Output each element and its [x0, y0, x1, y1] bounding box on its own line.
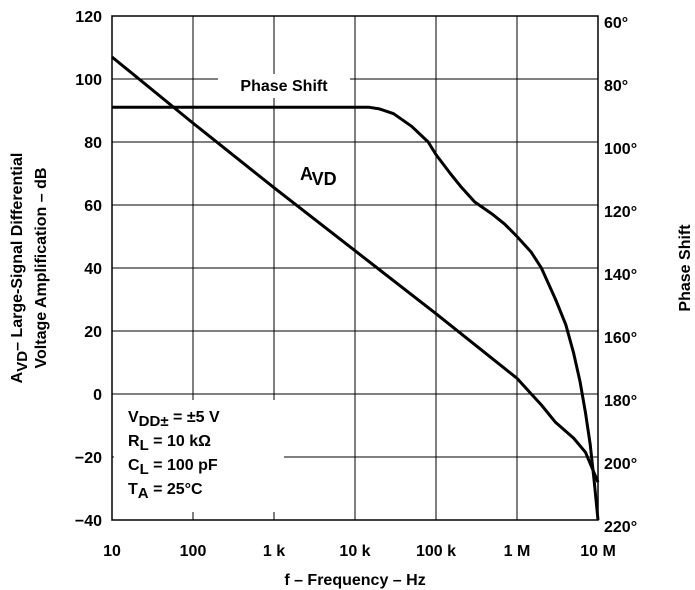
y2-tick-label: 60°: [604, 15, 628, 32]
phase-shift-series-label: Phase Shift: [240, 78, 328, 95]
y-tick-label: 20: [84, 324, 102, 341]
y2-tick-label: 180°: [604, 393, 637, 410]
y2-tick-label: 200°: [604, 456, 637, 473]
x-tick-label: 10: [103, 543, 121, 560]
y-tick-label: 0: [93, 387, 102, 404]
y-axis-title-line2: Voltage Amplification – dB: [33, 168, 50, 369]
y-tick-label: −20: [75, 450, 102, 467]
axis-titles: f – Frequency – Hz AVD– Large-Signal Diff…: [9, 153, 694, 589]
condition-line: CL = 100 pF: [128, 457, 218, 478]
x-tick-label: 1 M: [504, 543, 531, 560]
condition-line: RL = 10 kΩ: [128, 433, 211, 454]
y2-tick-label: 160°: [604, 330, 637, 347]
x-tick-label: 10 k: [339, 543, 370, 560]
y-tick-label: 60: [84, 198, 102, 215]
x-tick-label: 1 k: [263, 543, 285, 560]
y2-tick-label: 220°: [604, 519, 637, 536]
x-tick-label: 100: [180, 543, 207, 560]
conditions-bg: [114, 400, 284, 512]
phase-shift-label-bg: [218, 74, 350, 98]
y-tick-label: 120: [75, 9, 102, 26]
y-tick-label: −40: [75, 513, 102, 530]
y-axis-title-line1: AVD– Large-Signal Differential: [9, 153, 31, 384]
series-phase-shift-line: [112, 105, 600, 521]
y2-tick-label: 80°: [604, 78, 628, 95]
y-tick-label: 80: [84, 135, 102, 152]
conditions-box: VDD± = ±5 V RL = 10 kΩ CL = 100 pF TA = 25°…: [114, 400, 284, 512]
series-avd-line: [111, 55, 600, 483]
avd-series-label: AVD: [300, 164, 337, 189]
y-tick-label: 100: [75, 72, 102, 89]
condition-line: VDD± = ±5 V: [128, 409, 220, 430]
condition-line: TA = 25°C: [128, 481, 203, 502]
y2-tick-label: 140°: [604, 267, 637, 284]
x-tick-label: 100 k: [416, 543, 456, 560]
y-tick-label: 40: [84, 261, 102, 278]
y2-axis-title: Phase Shift: [677, 224, 694, 312]
x-tick-label: 10 M: [580, 543, 616, 560]
x-axis-title: f – Frequency – Hz: [284, 572, 425, 589]
curves: Phase Shift AVD: [111, 55, 600, 521]
y2-tick-label: 120°: [604, 204, 637, 221]
grid: [111, 15, 599, 521]
y2-tick-label: 100°: [604, 141, 637, 158]
plot-frame: [111, 15, 599, 521]
